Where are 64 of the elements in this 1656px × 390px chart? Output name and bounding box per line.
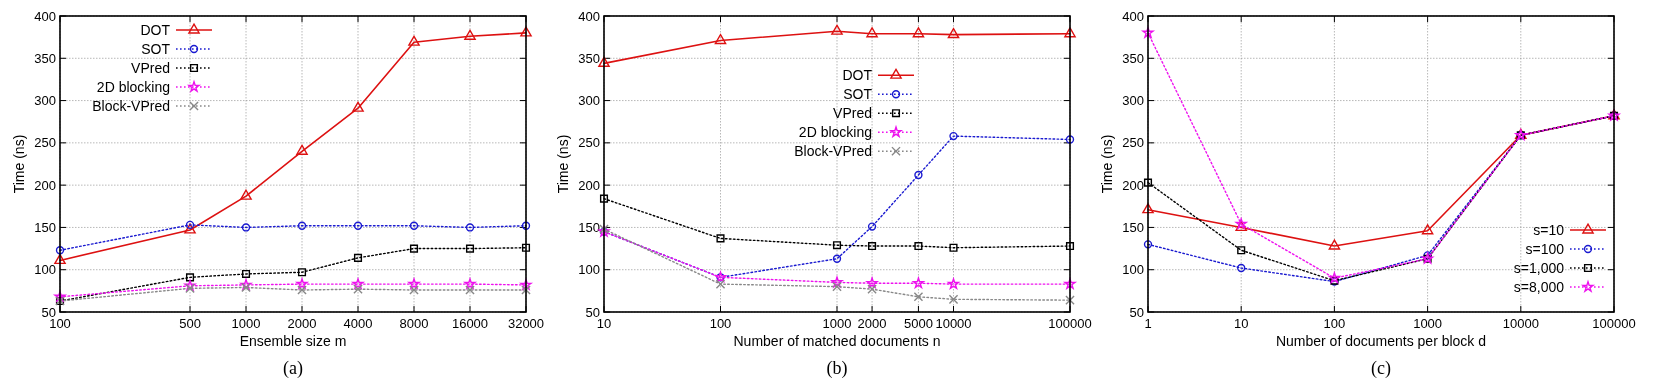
legend-label: s=1,000 [1513,260,1565,276]
x-tick-label: 8000 [399,316,429,331]
x-tick-label: 10 [1233,316,1249,331]
legend-label: SOT [141,41,171,57]
x-tick-label: 10000 [935,316,972,331]
y-tick-label: 300 [578,93,600,109]
legend-label: SOT [843,86,873,103]
x-tick-label: 16000 [451,316,489,331]
y-axis-title: Time (ns) [555,134,571,194]
y-tick-label: 350 [34,50,56,66]
y-tick-label: 200 [1122,177,1144,193]
legend-label: s=100 [1525,241,1565,257]
x-tick-label: 100 [1323,316,1346,331]
y-tick-label: 100 [34,262,56,278]
x-tick-label: 100000 [1592,316,1636,331]
x-tick-label: 1000 [822,316,852,331]
legend-label: Block-VPred [794,143,872,160]
x-tick-label: 5000 [903,316,933,331]
y-axis-title: Time (ns) [11,134,27,194]
y-tick-label: 200 [578,177,600,193]
y-tick-label: 300 [34,93,56,109]
x-tick-label: 1000 [1413,316,1443,331]
y-tick-label: 250 [578,135,600,151]
text: (c) [1371,358,1391,379]
text: (a) [283,358,303,379]
y-tick-label: 150 [34,219,56,235]
x-tick-label: 2000 [287,316,317,331]
y-tick-label: 100 [1122,262,1144,278]
y-tick-label: 150 [578,219,600,235]
legend-label: 2D blocking [96,79,170,95]
y-tick-label: 50 [1129,304,1144,320]
x-tick-label: 1 [1144,316,1152,331]
legend-label: s=10 [1533,222,1565,238]
legend-label: s=8,000 [1513,279,1565,295]
x-tick-label: 1000 [231,316,261,331]
y-tick-label: 400 [578,8,600,24]
text: (b) [826,358,848,379]
y-tick-label: 300 [1122,93,1144,109]
x-axis-title: Ensemble size m [239,333,347,349]
x-axis-title: Number of matched documents n [733,333,941,349]
y-tick-label: 250 [34,135,56,151]
x-axis-title: Number of documents per block d [1275,333,1487,349]
x-tick-label: 100 [709,316,732,331]
y-tick-label: 100 [578,262,600,278]
y-tick-label: 150 [1122,219,1144,235]
legend-label: VPred [131,60,170,76]
legend-label: DOT [140,22,171,38]
legend-label: DOT [842,67,873,84]
y-tick-label: 350 [578,50,600,66]
y-tick-label: 400 [1122,8,1144,24]
x-tick-label: 32000 [507,316,545,331]
legend-label: Block-VPred [92,98,170,114]
x-tick-label: 10000 [1502,316,1539,331]
legend-label: 2D blocking [798,124,872,141]
x-tick-label: 2000 [857,316,887,331]
y-tick-label: 200 [34,177,56,193]
y-tick-label: 350 [1122,50,1144,66]
y-tick-label: 400 [34,8,56,24]
legend-label: VPred [833,105,872,122]
y-axis-title: Time (ns) [1099,134,1115,194]
x-tick-label: 500 [179,316,201,331]
x-tick-label: 4000 [343,316,373,331]
y-tick-label: 250 [1122,135,1144,151]
x-tick-label: 100000 [1048,316,1092,331]
